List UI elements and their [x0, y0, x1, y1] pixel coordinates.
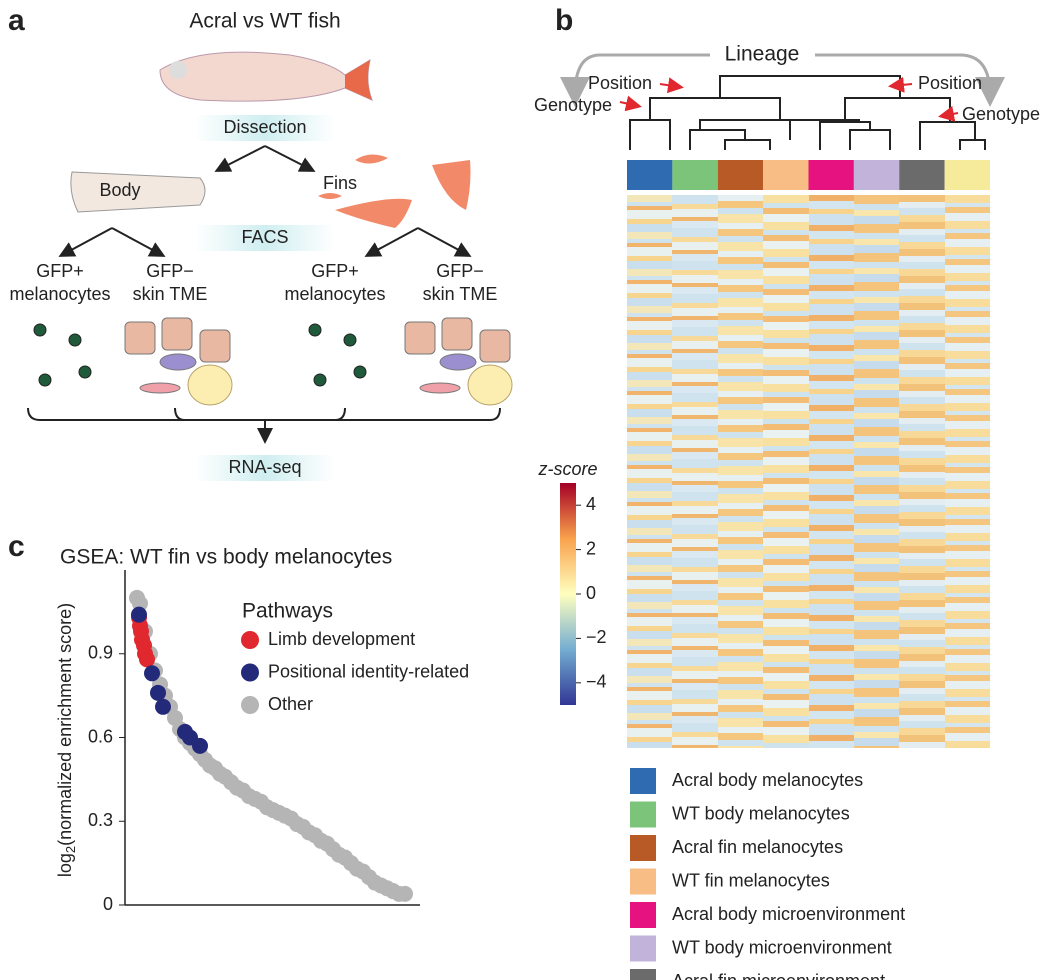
- legend-swatch: [630, 868, 656, 895]
- point: [131, 606, 147, 623]
- fish: [159, 51, 373, 102]
- legend-label: Acral fin melanocytes: [672, 837, 843, 857]
- legend-marker: [241, 696, 259, 714]
- y-tick-label: 0.6: [88, 726, 113, 746]
- legend-swatch: [630, 835, 656, 861]
- y-axis-label: log2(normalized enrichment score): [55, 603, 79, 877]
- panel-label: a: [8, 4, 25, 37]
- colorbar-tick-label: 2: [586, 538, 596, 558]
- legend-swatch: [630, 768, 656, 794]
- group-color: [899, 160, 945, 190]
- lineage-label: Lineage: [725, 43, 800, 66]
- pointer: [888, 76, 913, 93]
- legend-swatch: [630, 935, 656, 962]
- group-color: [672, 160, 718, 190]
- genotype-label: Genotype: [534, 95, 612, 115]
- y-label-part: (normalized enrichment score): [55, 603, 75, 846]
- arrow: [264, 145, 316, 172]
- point: [144, 665, 160, 682]
- arrow: [214, 145, 266, 172]
- legend-label: WT body microenvironment: [672, 937, 892, 957]
- y-label-part: log: [55, 853, 75, 877]
- panel-label: c: [8, 530, 25, 563]
- group-color: [627, 160, 673, 190]
- group-label: skin TME: [423, 284, 498, 304]
- point: [397, 885, 413, 902]
- group-color: [717, 160, 764, 190]
- group-label: GFP−: [436, 261, 484, 281]
- position-label: Position: [918, 73, 982, 93]
- legend-title: Pathways: [242, 600, 333, 623]
- legend-label: Positional identity-related: [268, 661, 469, 681]
- legend-marker: [241, 663, 259, 682]
- colorbar-title: z-score: [537, 459, 597, 479]
- arrows: [58, 227, 472, 257]
- legend-swatch: [630, 801, 656, 828]
- group-label: melanocytes: [9, 284, 110, 304]
- group-color: [944, 160, 990, 190]
- lineage-arrow: [560, 53, 710, 107]
- pointer: [938, 105, 959, 122]
- legend-swatch: [630, 902, 656, 928]
- step-band: [195, 225, 335, 251]
- y-label-sub: 2: [63, 846, 78, 853]
- colorbar-tick-label: 0: [586, 583, 596, 603]
- panel-label: b: [555, 4, 573, 37]
- cell-icons: [33, 323, 367, 387]
- legend-label: Other: [268, 694, 313, 714]
- y-tick-label: 0: [103, 894, 113, 914]
- y-tick-label: 0.9: [88, 643, 113, 663]
- bracket: [27, 407, 501, 421]
- point: [139, 651, 155, 668]
- tme-icons: [124, 317, 513, 406]
- step-label: Dissection: [223, 117, 306, 137]
- colorbar: [560, 483, 576, 705]
- colorbar-tick-label: 4: [586, 494, 596, 514]
- legend-marker: [241, 631, 259, 649]
- y-tick-label: 0.3: [88, 810, 113, 830]
- pointer: [619, 95, 642, 112]
- chart-title: GSEA: WT fin vs body melanocytes: [60, 546, 392, 569]
- genotype-label: Genotype: [962, 104, 1040, 124]
- legend-label: WT body melanocytes: [672, 803, 850, 823]
- colorbar-tick-label: −4: [586, 672, 607, 692]
- dendrogram: [629, 75, 986, 150]
- group-color: [853, 160, 900, 190]
- point: [192, 737, 208, 754]
- legend-swatch: [630, 969, 656, 980]
- group-color: [763, 160, 809, 190]
- legend-label: Acral fin microenvironment: [672, 971, 885, 980]
- group-label: GFP+: [311, 261, 359, 281]
- point: [155, 698, 171, 715]
- point: [150, 684, 166, 701]
- body-label: Body: [99, 180, 140, 200]
- group-label: melanocytes: [284, 284, 385, 304]
- position-label: Position: [588, 73, 652, 93]
- step-band: [195, 455, 335, 481]
- body-shape: [70, 171, 206, 213]
- heatmap: [627, 195, 990, 748]
- step-band: [195, 115, 335, 141]
- group-label: GFP−: [146, 261, 194, 281]
- colorbar-tick-label: −2: [586, 627, 607, 647]
- legend-label: Limb development: [268, 629, 415, 649]
- fins-label: Fins: [323, 173, 357, 193]
- legend-label: Acral body microenvironment: [672, 904, 905, 924]
- fins-shape: [318, 154, 471, 228]
- step-label: FACS: [241, 227, 288, 247]
- lineage-arrow: [815, 53, 1005, 107]
- panel-title: Acral vs WT fish: [189, 10, 340, 33]
- group-label: skin TME: [133, 284, 208, 304]
- group-color: [808, 160, 854, 190]
- pointer: [659, 77, 684, 94]
- legend-label: Acral body melanocytes: [672, 770, 863, 790]
- legend-label: WT fin melanocytes: [672, 870, 830, 890]
- group-label: GFP+: [36, 261, 84, 281]
- step-label: RNA-seq: [228, 457, 301, 477]
